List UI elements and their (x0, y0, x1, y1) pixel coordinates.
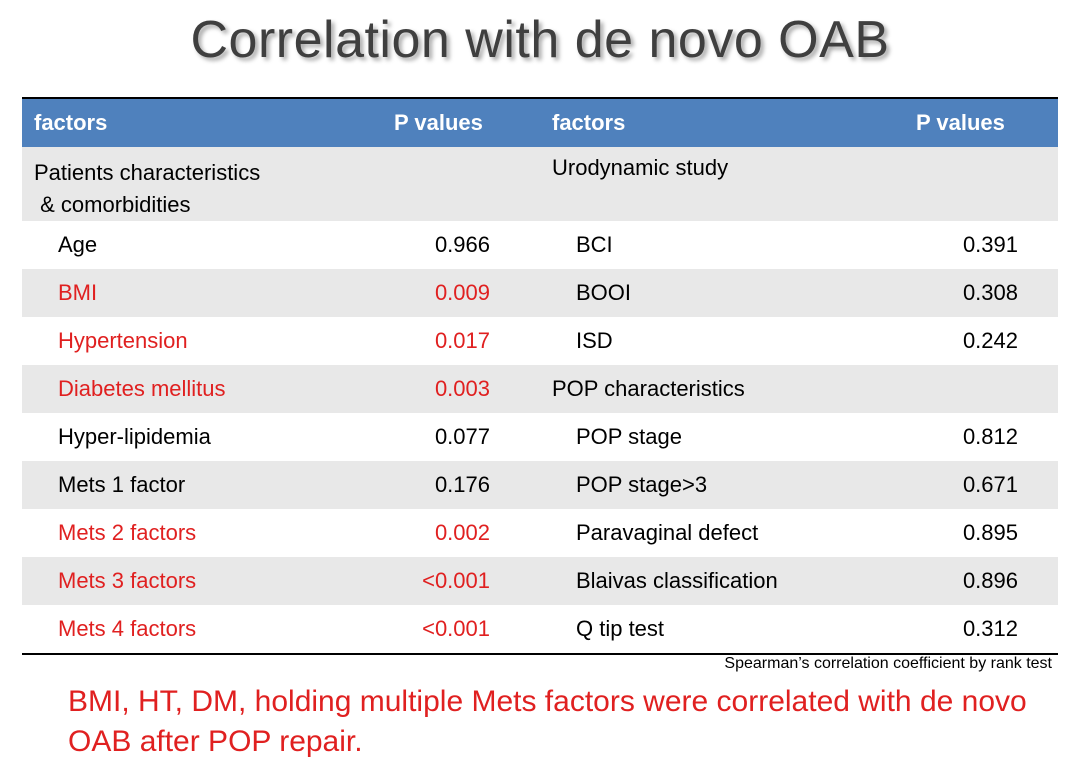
row-left-factor: Age (58, 232, 98, 257)
correlation-table: factors P values factors P values Patien… (22, 97, 1058, 655)
row-left-p: 0.077 (434, 424, 490, 449)
table-group-row: Patients characteristics & comorbidities… (22, 147, 1058, 221)
row-right-factor: BOOI (576, 280, 632, 305)
row-left-factor: Mets 1 factor (58, 472, 186, 497)
row-right-p: 0.671 (962, 472, 1018, 497)
footnote: Spearman’s correlation coefficient by ra… (724, 655, 1052, 672)
row-left-p: <0.001 (422, 568, 490, 593)
slide-title: Correlation with de novo OAB (190, 11, 890, 69)
row-right-p: 0.308 (962, 280, 1018, 305)
group-label-urodynamic: Urodynamic study (552, 155, 729, 180)
row-right-factor: Paravaginal defect (576, 520, 759, 545)
header-p-values-right: P values (916, 110, 1005, 135)
header-factors-left: factors (34, 110, 108, 135)
table-row: Mets 1 factor 0.176 POP stage>3 0.671 (22, 461, 1058, 509)
conclusion-text: BMI, HT, DM, holding multiple Mets facto… (68, 685, 1027, 758)
row-right-p: 0.895 (962, 520, 1018, 545)
row-left-p: 0.002 (434, 520, 490, 545)
row-right-factor: POP stage>3 (576, 472, 708, 497)
row-left-factor: Hyper-lipidemia (58, 424, 211, 449)
row-left-factor: Diabetes mellitus (58, 376, 226, 401)
group-label-pop: POP characteristics (552, 376, 745, 401)
row-right-factor: Q tip test (576, 616, 665, 641)
row-right-factor: ISD (576, 328, 613, 353)
table-row: BMI 0.009 BOOI 0.308 (22, 269, 1058, 317)
table-row: Hypertension 0.017 ISD 0.242 (22, 317, 1058, 365)
row-right-p: 0.312 (962, 616, 1018, 641)
row-left-p: <0.001 (422, 616, 490, 641)
row-left-p: 0.017 (434, 328, 490, 353)
table-header-row: factors P values factors P values (22, 99, 1058, 147)
row-right-p: 0.391 (962, 232, 1018, 257)
group-label-patients-line1: Patients characteristics (34, 160, 261, 185)
row-right-factor: BCI (576, 232, 613, 257)
row-right-factor: POP stage (576, 424, 682, 449)
table-row: Age 0.966 BCI 0.391 (22, 221, 1058, 269)
row-left-factor: Mets 3 factors (58, 568, 197, 593)
row-left-p: 0.009 (434, 280, 490, 305)
row-left-p: 0.003 (434, 376, 490, 401)
row-left-p: 0.176 (434, 472, 490, 497)
row-right-p: 0.896 (962, 568, 1018, 593)
table-row: Diabetes mellitus 0.003 POP characterist… (22, 365, 1058, 413)
table-row: Hyper-lipidemia 0.077 POP stage 0.812 (22, 413, 1058, 461)
row-left-p: 0.966 (434, 232, 490, 257)
table-row: Mets 4 factors <0.001 Q tip test 0.312 (22, 605, 1058, 653)
table-row: Mets 3 factors <0.001 Blaivas classifica… (22, 557, 1058, 605)
row-left-factor: Mets 2 factors (58, 520, 197, 545)
row-left-factor: Mets 4 factors (58, 616, 197, 641)
header-p-values-left: P values (394, 110, 483, 135)
group-label-patients: Patients characteristics & comorbidities (34, 157, 260, 221)
header-factors-right: factors (552, 110, 626, 135)
row-left-factor: Hypertension (58, 328, 188, 353)
table-row: Mets 2 factors 0.002 Paravaginal defect … (22, 509, 1058, 557)
row-right-p: 0.242 (962, 328, 1018, 353)
row-left-factor: BMI (58, 280, 98, 305)
row-right-factor: Blaivas classification (576, 568, 778, 593)
row-right-p: 0.812 (962, 424, 1018, 449)
group-label-patients-line2: & comorbidities (34, 192, 191, 217)
